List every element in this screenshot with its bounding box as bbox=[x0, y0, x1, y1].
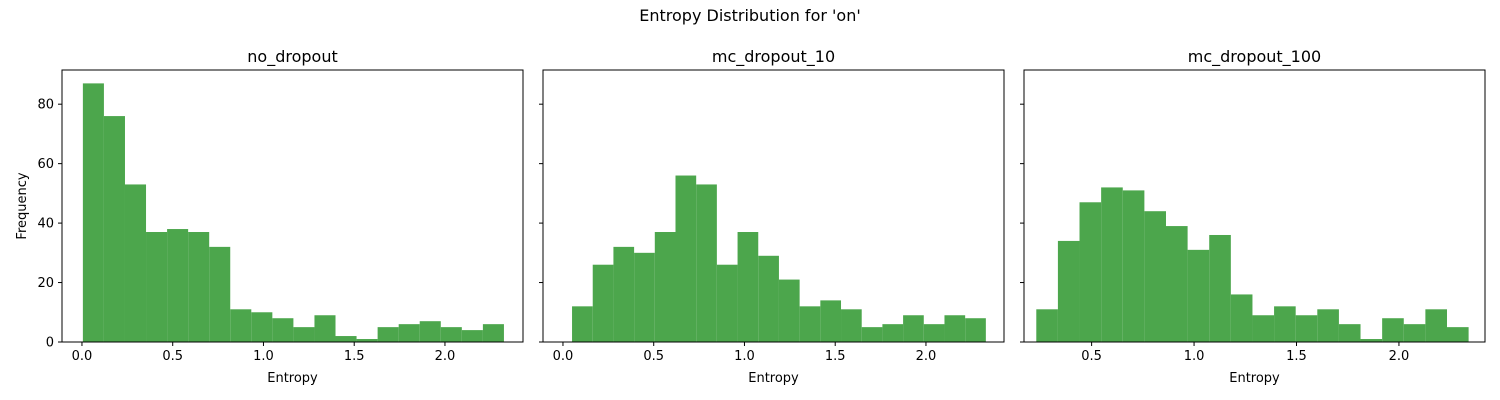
histogram-bar bbox=[272, 318, 294, 342]
x-tick-label: 1.5 bbox=[1286, 349, 1307, 364]
histogram-bar bbox=[716, 264, 738, 342]
histogram-bar bbox=[634, 252, 655, 342]
histogram-bar bbox=[377, 327, 399, 342]
y-tick-label: 40 bbox=[37, 217, 54, 232]
histogram-bar bbox=[1360, 339, 1383, 342]
histogram-bar bbox=[1274, 306, 1296, 342]
histogram-bar bbox=[1382, 318, 1404, 342]
histogram-bar bbox=[1425, 309, 1447, 342]
histogram-bar bbox=[230, 309, 252, 342]
histogram-bar bbox=[1252, 315, 1275, 342]
histogram-bar bbox=[1230, 294, 1253, 342]
histogram-bar bbox=[696, 184, 717, 342]
histogram-bar bbox=[654, 232, 676, 342]
subplot-mc-dropout-10: mc_dropout_10 Entropy 0.0 0.5 1.0 1.5 2.0 bbox=[539, 47, 1005, 386]
histogram-bar bbox=[592, 264, 614, 342]
histogram-bar bbox=[1057, 240, 1080, 342]
histogram-bar bbox=[188, 232, 210, 342]
histogram-bar bbox=[1295, 315, 1318, 342]
histogram-bar bbox=[1403, 324, 1426, 342]
histogram-bar bbox=[613, 246, 635, 342]
histogram-bar bbox=[1165, 226, 1188, 342]
x-tick-label: 1.5 bbox=[344, 349, 365, 364]
subplot-title-mc-dropout-100: mc_dropout_100 bbox=[1188, 47, 1321, 67]
axes-frame bbox=[61, 69, 524, 343]
x-tick-label: 1.0 bbox=[734, 349, 755, 364]
histogram-bar bbox=[1079, 202, 1102, 342]
histogram-bar bbox=[1144, 211, 1166, 342]
histogram-bar bbox=[882, 324, 904, 342]
histogram-bar bbox=[1101, 187, 1123, 342]
y-tick-label: 0 bbox=[46, 336, 54, 351]
subplot-no-dropout: no_dropout Entropy Frequency 0.0 0.5 1.0 1.… bbox=[15, 47, 524, 386]
histogram-bar bbox=[903, 315, 924, 342]
histogram-bar bbox=[251, 312, 273, 342]
histogram-bar bbox=[1036, 309, 1058, 342]
histogram-bar bbox=[146, 232, 168, 342]
histogram-bar bbox=[419, 321, 441, 342]
histogram-bar bbox=[293, 327, 315, 342]
axes-frame bbox=[1023, 69, 1486, 343]
histogram-bar bbox=[1338, 324, 1361, 342]
histogram-bar bbox=[398, 324, 420, 342]
axes-frame bbox=[542, 69, 1005, 343]
x-tick-label: 1.0 bbox=[253, 349, 274, 364]
histogram-bar bbox=[1317, 309, 1339, 342]
x-axis-label-mc-dropout-10: Entropy bbox=[748, 371, 799, 386]
x-axis-label-mc-dropout-100: Entropy bbox=[1229, 371, 1280, 386]
histogram-bar bbox=[923, 324, 945, 342]
y-tick-label: 60 bbox=[37, 157, 54, 172]
histogram-bar bbox=[572, 306, 593, 342]
histogram-bar bbox=[758, 255, 779, 342]
subplot-title-mc-dropout-10: mc_dropout_10 bbox=[712, 47, 835, 67]
x-tick-label: 0.5 bbox=[643, 349, 664, 364]
x-tick-label: 1.0 bbox=[1184, 349, 1205, 364]
histogram-bar bbox=[82, 83, 104, 342]
x-tick-label: 0.0 bbox=[72, 349, 93, 364]
histogram-bar bbox=[1446, 327, 1469, 342]
x-tick-label: 0.0 bbox=[553, 349, 574, 364]
histogram-bar bbox=[335, 336, 357, 342]
y-tick-label: 80 bbox=[37, 98, 54, 113]
y-axis-label-frequency: Frequency bbox=[15, 172, 30, 239]
histogram-bar bbox=[209, 246, 231, 342]
histogram-bar bbox=[820, 300, 842, 342]
x-tick-label: 2.0 bbox=[435, 349, 456, 364]
histogram-bar bbox=[461, 330, 483, 342]
x-tick-label: 1.5 bbox=[825, 349, 846, 364]
histogram-bar bbox=[167, 229, 189, 342]
histogram-bar bbox=[124, 184, 147, 342]
x-tick-label: 0.5 bbox=[1081, 349, 1102, 364]
x-tick-label: 0.5 bbox=[162, 349, 183, 364]
histogram-bar bbox=[314, 315, 336, 342]
histogram-bar bbox=[944, 315, 966, 342]
histogram-bar bbox=[1209, 234, 1231, 342]
histogram-bar bbox=[1122, 190, 1145, 342]
histogram-bar bbox=[675, 175, 697, 342]
y-tick-label: 20 bbox=[37, 276, 54, 291]
figure-title: Entropy Distribution for 'on' bbox=[639, 6, 861, 25]
histogram-bar bbox=[356, 339, 378, 342]
histogram-bar bbox=[482, 324, 504, 342]
histogram-bar bbox=[1187, 249, 1210, 342]
histogram-bar bbox=[799, 306, 821, 342]
histogram-bar bbox=[841, 309, 862, 342]
histogram-bar bbox=[861, 327, 883, 342]
histogram-bar bbox=[103, 116, 125, 342]
x-tick-label: 2.0 bbox=[916, 349, 937, 364]
subplot-title-no-dropout: no_dropout bbox=[247, 47, 337, 67]
x-axis-label-no-dropout: Entropy bbox=[267, 371, 318, 386]
histogram-bar bbox=[737, 232, 759, 342]
histogram-bar bbox=[440, 327, 462, 342]
x-tick-label: 2.0 bbox=[1389, 349, 1410, 364]
histogram-bar bbox=[778, 279, 800, 342]
subplot-mc-dropout-100: mc_dropout_100 Entropy 0.5 1.0 1.5 2.0 bbox=[1020, 47, 1486, 386]
histogram-bar bbox=[965, 318, 986, 342]
